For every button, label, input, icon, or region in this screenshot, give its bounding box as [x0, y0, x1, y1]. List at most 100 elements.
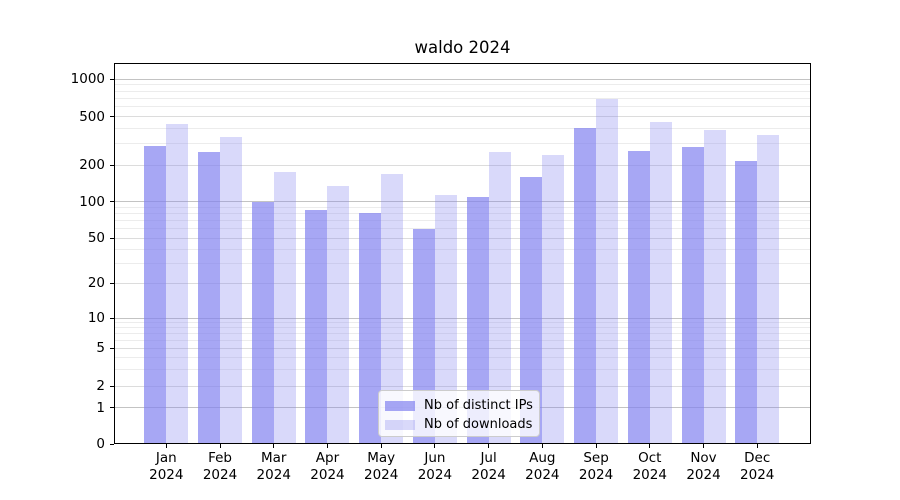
- x-axis-tick-label-line: Oct: [638, 450, 662, 466]
- gridline-80: [114, 212, 811, 214]
- y-axis-tick-label-5: 5: [96, 340, 105, 357]
- bar-nb-of-distinct-ips-sep-2024: [574, 128, 597, 444]
- x-tick-mark-apr-2024: [326, 444, 328, 448]
- y-axis-tick-label-0: 0: [96, 436, 105, 452]
- y-tick-mark-500: [110, 116, 114, 118]
- x-axis-tick-label-line: Apr: [315, 450, 340, 466]
- x-tick-mark-dec-2024: [756, 444, 758, 448]
- gridline-700: [114, 98, 811, 100]
- x-axis-tick-label-jun-2024: Jun 2024: [403, 450, 467, 484]
- gridline-3: [114, 368, 811, 370]
- legend-swatch-downloads: [385, 420, 415, 430]
- x-axis-tick-label-line: Jul: [480, 450, 497, 466]
- gridline-300: [114, 143, 811, 145]
- x-axis-tick-label-dec-2024: Dec 2024: [725, 450, 789, 484]
- gridline-30: [114, 262, 811, 264]
- y-tick-mark-20: [110, 282, 114, 284]
- x-axis-tick-label-jan-2024: Jan 2024: [134, 450, 198, 484]
- y-axis-tick-label-10: 10: [87, 310, 105, 327]
- x-axis-tick-label-line: Jan: [155, 450, 177, 466]
- chart-title: waldo 2024: [414, 38, 511, 57]
- x-axis-tick-label-line: Sep: [583, 450, 609, 466]
- bar-nb-of-downloads-may-2024: [381, 173, 404, 444]
- y-axis-tick-label-1: 1: [96, 399, 105, 416]
- x-axis-tick-label-apr-2024: Apr 2024: [295, 450, 359, 484]
- x-tick-mark-may-2024: [380, 444, 382, 448]
- x-axis-tick-label-line: Dec: [744, 450, 771, 466]
- gridline-40: [114, 248, 811, 250]
- gridline-10: [114, 317, 811, 319]
- gridline-100: [114, 201, 811, 203]
- x-axis-tick-label-jul-2024: Jul 2024: [457, 450, 521, 484]
- y-axis-tick-label-50: 50: [87, 230, 105, 247]
- x-axis-tick-label-may-2024: May 2024: [349, 450, 413, 484]
- y-tick-mark-1000: [110, 78, 114, 80]
- x-axis-tick-label-oct-2024: Oct 2024: [618, 450, 682, 484]
- bar-nb-of-distinct-ips-may-2024: [359, 213, 382, 444]
- x-tick-mark-jul-2024: [488, 444, 490, 448]
- y-axis-tick-label-20: 20: [87, 275, 105, 292]
- x-tick-mark-aug-2024: [541, 444, 543, 448]
- y-axis-tick-label-500: 500: [79, 108, 105, 125]
- x-tick-mark-sep-2024: [595, 444, 597, 448]
- legend: Nb of distinct IPs Nb of downloads: [378, 390, 540, 437]
- bar-nb-of-distinct-ips-mar-2024: [251, 201, 274, 444]
- x-axis-tick-label-line: Jun: [424, 450, 446, 466]
- x-axis-tick-label-line: Feb: [208, 450, 232, 466]
- gridline-70: [114, 220, 811, 222]
- x-tick-mark-nov-2024: [703, 444, 704, 448]
- gridline-200: [114, 164, 811, 166]
- bar-nb-of-distinct-ips-jan-2024: [144, 146, 167, 444]
- y-tick-mark-0: [110, 443, 114, 445]
- bar-nb-of-downloads-dec-2024: [757, 134, 780, 444]
- gridline-500: [114, 116, 811, 118]
- y-tick-mark-10: [110, 317, 114, 319]
- x-axis-tick-label-line: 2024: [202, 467, 238, 483]
- gridline-60: [114, 228, 811, 230]
- gridline-400: [114, 127, 811, 129]
- x-tick-mark-mar-2024: [273, 444, 275, 448]
- legend-item-distinct-ips: Nb of distinct IPs: [385, 398, 539, 414]
- gridline-1000: [114, 78, 811, 80]
- y-tick-mark-1: [110, 407, 114, 409]
- gridline-2: [114, 385, 811, 387]
- gridline-8: [114, 327, 811, 329]
- bar-nb-of-distinct-ips-feb-2024: [198, 152, 221, 444]
- bar-nb-of-distinct-ips-aug-2024: [520, 176, 543, 444]
- gridline-600: [114, 106, 811, 108]
- x-tick-mark-feb-2024: [219, 444, 221, 448]
- x-axis-tick-label-line: 2024: [525, 467, 560, 483]
- x-axis-tick-label-line: 2024: [686, 467, 721, 483]
- x-tick-mark-jun-2024: [434, 444, 436, 448]
- bar-nb-of-downloads-sep-2024: [596, 99, 619, 444]
- gridline-6: [114, 339, 811, 341]
- x-axis-tick-label-line: Mar: [260, 450, 287, 466]
- x-tick-mark-jan-2024: [165, 444, 167, 448]
- gridline-7: [114, 333, 811, 335]
- x-axis-tick-label-line: Nov: [690, 450, 717, 466]
- bar-nb-of-downloads-mar-2024: [273, 172, 296, 444]
- gridline-9: [114, 322, 811, 324]
- legend-swatch-distinct-ips: [385, 401, 415, 411]
- x-axis-tick-label-line: 2024: [417, 467, 453, 483]
- x-axis-tick-label-mar-2024: Mar 2024: [242, 450, 306, 484]
- y-axis-tick-label-100: 100: [79, 193, 105, 210]
- gridline-900: [114, 84, 811, 86]
- gridline-800: [114, 90, 811, 92]
- bar-nb-of-distinct-ips-nov-2024: [681, 147, 704, 444]
- bar-nb-of-downloads-jan-2024: [166, 124, 189, 444]
- x-axis-tick-label-line: 2024: [578, 467, 614, 483]
- y-tick-mark-50: [110, 237, 114, 239]
- bar-nb-of-distinct-ips-apr-2024: [305, 209, 328, 444]
- bar-nb-of-downloads-feb-2024: [220, 137, 243, 444]
- x-axis-tick-label-line: 2024: [471, 467, 506, 483]
- x-axis-tick-label-line: 2024: [632, 467, 667, 483]
- x-tick-mark-oct-2024: [649, 444, 651, 448]
- x-axis-tick-label-aug-2024: Aug 2024: [510, 450, 574, 484]
- y-tick-mark-200: [110, 164, 114, 166]
- gridline-20: [114, 282, 811, 284]
- bar-nb-of-downloads-nov-2024: [703, 129, 726, 444]
- y-axis-tick-label-200: 200: [79, 157, 105, 173]
- gridline-4: [114, 356, 811, 358]
